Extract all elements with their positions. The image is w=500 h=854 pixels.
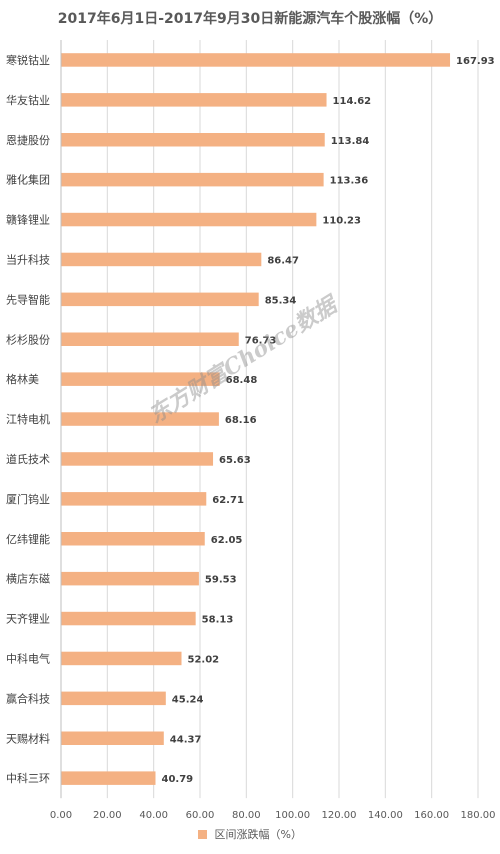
category-label: 天齐锂业 xyxy=(6,612,50,626)
category-label: 华友钴业 xyxy=(6,93,50,107)
category-label: 雅化集团 xyxy=(6,173,50,187)
category-label: 横店东磁 xyxy=(6,572,50,586)
bar xyxy=(61,691,166,706)
bar xyxy=(61,532,205,546)
category-label: 先导智能 xyxy=(6,292,50,306)
x-tick-label: 0.00 xyxy=(50,810,72,821)
data-label: 44.37 xyxy=(170,734,202,745)
bar xyxy=(61,571,199,586)
data-label: 167.93 xyxy=(456,56,495,67)
category-label: 中科电气 xyxy=(6,651,50,665)
category-label: 道氏技术 xyxy=(6,452,50,466)
bar xyxy=(61,332,239,346)
data-label: 113.84 xyxy=(331,136,370,147)
category-label: 格林美 xyxy=(6,372,39,386)
x-tick-label: 60.00 xyxy=(186,810,215,821)
bar xyxy=(61,731,164,745)
data-label: 113.36 xyxy=(330,176,369,187)
category-label: 恩捷股份 xyxy=(6,133,50,147)
x-tick-label: 100.00 xyxy=(275,810,310,821)
category-label: 中科三环 xyxy=(6,771,50,785)
data-label: 86.47 xyxy=(267,255,299,266)
bar xyxy=(61,53,451,67)
bar xyxy=(61,172,324,187)
x-tick-label: 20.00 xyxy=(93,810,122,821)
x-tick-label: 80.00 xyxy=(232,810,261,821)
data-label: 110.23 xyxy=(322,216,361,227)
data-label: 76.73 xyxy=(245,335,277,346)
category-label: 赢合科技 xyxy=(6,691,50,705)
category-label: 赣锋锂业 xyxy=(6,213,50,227)
data-label: 114.62 xyxy=(333,96,372,107)
category-label: 江特电机 xyxy=(6,412,50,426)
data-label: 52.02 xyxy=(188,654,220,665)
bar xyxy=(61,292,259,307)
legend-label: 区间涨跌幅（%） xyxy=(214,828,302,841)
category-label: 当升科技 xyxy=(6,252,50,266)
x-tick-label: 140.00 xyxy=(368,810,403,821)
data-label: 40.79 xyxy=(161,774,193,785)
data-label: 65.63 xyxy=(219,455,251,466)
data-label: 62.05 xyxy=(211,535,243,546)
category-label: 寒锐钴业 xyxy=(6,53,50,67)
bar xyxy=(61,492,207,506)
data-label: 59.53 xyxy=(205,575,237,586)
bar xyxy=(61,611,196,626)
bar xyxy=(61,452,214,466)
data-label: 45.24 xyxy=(172,694,204,705)
x-tick-label: 40.00 xyxy=(139,810,168,821)
category-label: 天赐材料 xyxy=(6,731,50,745)
bar xyxy=(61,133,325,147)
data-label: 68.48 xyxy=(226,375,258,386)
data-label: 58.13 xyxy=(202,615,234,626)
data-label: 68.16 xyxy=(225,415,257,426)
bar xyxy=(61,252,262,267)
bar xyxy=(61,651,182,666)
x-tick-label: 160.00 xyxy=(414,810,449,821)
legend: 区间涨跌幅（%） xyxy=(0,826,500,842)
category-label: 亿纬锂能 xyxy=(6,532,50,546)
bar xyxy=(61,412,219,426)
data-label: 62.71 xyxy=(212,495,244,506)
category-label: 杉杉股份 xyxy=(6,332,50,346)
legend-swatch xyxy=(198,829,208,839)
x-tick-label: 120.00 xyxy=(322,810,357,821)
data-label: 85.34 xyxy=(265,295,297,306)
bar xyxy=(61,372,220,386)
chart-title: 2017年6月1日-2017年9月30日新能源汽车个股涨幅（%） xyxy=(57,11,443,27)
bar xyxy=(61,212,317,227)
category-label: 厦门钨业 xyxy=(6,492,50,506)
bar xyxy=(61,93,327,107)
bar xyxy=(61,771,156,785)
x-tick-label: 180.00 xyxy=(461,810,496,821)
